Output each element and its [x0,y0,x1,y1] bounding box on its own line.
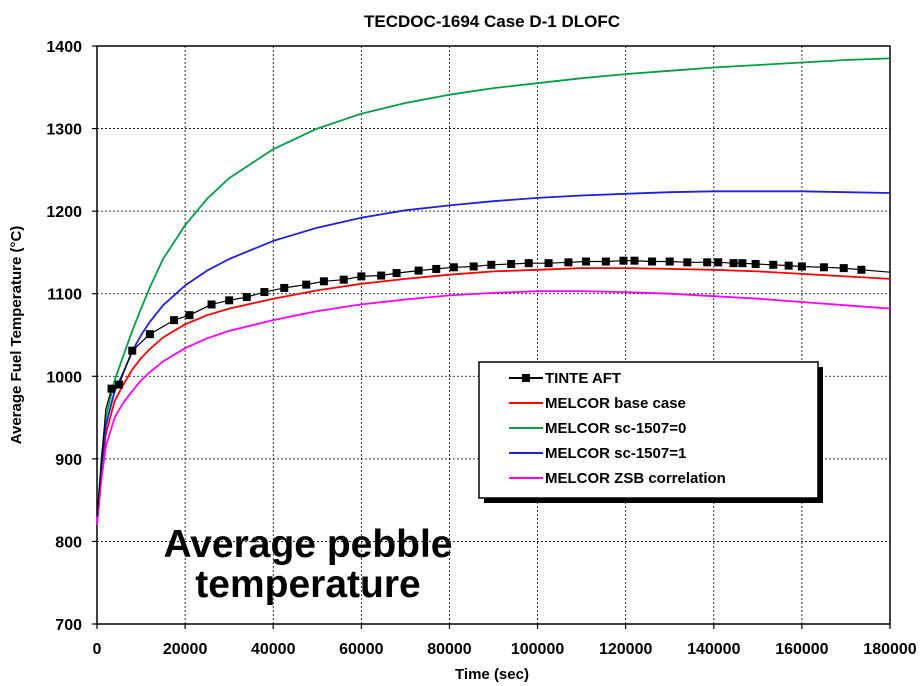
y-tick-label: 1300 [46,122,82,139]
data-point-marker [544,259,553,268]
annotation-line-1: Average pebble [164,523,453,566]
series-0 [96,256,891,517]
data-point-marker [414,266,423,275]
series-line [96,290,891,525]
y-tick-label: 1400 [46,39,82,56]
data-point-marker [564,258,573,267]
data-point-marker [601,257,610,266]
data-point-marker [648,257,657,266]
legend-label: MELCOR base case [545,395,686,412]
data-point-marker [280,283,289,292]
x-axis-label: Time (sec) [455,666,529,683]
y-tick-label: 900 [55,452,82,469]
data-point-marker [619,256,628,265]
data-point-marker [432,264,441,273]
data-point-marker [185,311,194,320]
data-point-marker [107,384,116,393]
legend-box [478,361,819,499]
x-tick-label: 0 [93,641,102,658]
x-tick-label: 120000 [599,641,652,658]
data-point-marker [751,259,760,268]
x-tick-label: 160000 [775,641,828,658]
y-axis: 700 800 900 1000 1100 1200 1300 1400 [46,39,97,634]
grid [97,46,890,624]
data-point-marker [819,263,828,272]
legend-label: MELCOR sc-1507=0 [545,420,686,437]
x-tick-label: 60000 [339,641,384,658]
data-point-marker [260,288,269,297]
data-point-marker [207,300,216,309]
data-point-marker [170,316,179,325]
legend-item: MELCOR ZSB correlation [509,470,726,487]
data-point-marker [115,380,124,389]
y-tick-label: 1000 [46,369,82,386]
legend-label: TINTE AFT [545,370,621,387]
plot-area [96,45,891,625]
data-point-marker [839,264,848,273]
x-axis: 0 20000 40000 60000 80000 100000 120000 140000 1… [93,624,917,658]
annotation-line-2: temperature [195,563,420,606]
legend-item: MELCOR base case [509,395,686,412]
data-point-marker [357,272,366,281]
data-point-marker [738,259,747,268]
data-point-marker [469,262,478,271]
data-point-marker [729,259,738,268]
y-tick-label: 1100 [47,287,82,304]
data-point-marker [797,262,806,271]
data-point-marker [225,296,234,305]
data-point-marker [145,330,154,339]
y-tick-label: 1200 [46,204,82,221]
series-4 [96,290,891,525]
data-point-marker [784,261,793,270]
x-tick-label: 80000 [427,641,472,658]
legend-item: MELCOR sc-1507=1 [509,445,686,462]
data-point-marker [524,259,533,268]
series-line [96,57,891,525]
data-point-marker [449,263,458,272]
data-point-marker [128,346,137,355]
series-line [96,267,891,525]
data-point-marker [302,280,311,289]
x-tick-label: 140000 [687,641,740,658]
legend-item: TINTE AFT [509,370,621,387]
legend-marker [522,374,530,382]
data-point-marker [714,258,723,267]
legend-label: MELCOR sc-1507=1 [545,445,686,462]
series-1 [96,267,891,525]
legend-label: MELCOR ZSB correlation [545,470,726,487]
data-point-marker [665,257,674,266]
data-point-marker [377,271,386,280]
data-point-marker [630,256,639,265]
data-point-marker [339,275,348,284]
data-point-marker [857,265,866,274]
data-point-marker [487,260,496,269]
series-layer [96,57,891,525]
y-axis-label: Average Fuel Temperature (°C) [8,226,25,445]
data-point-marker [703,258,712,267]
data-point-marker [242,293,251,302]
data-point-marker [683,258,692,267]
data-point-marker [769,260,778,269]
legend-item: MELCOR sc-1507=0 [509,420,686,437]
x-tick-label: 180000 [863,641,916,658]
x-tick-label: 40000 [251,641,296,658]
data-point-marker [392,269,401,278]
x-tick-label: 100000 [511,641,564,658]
annotation: Average pebble temperature [164,523,453,606]
y-tick-label: 800 [55,534,82,551]
legend: TINTE AFT MELCOR base case MELCOR sc-1507=… [478,361,823,503]
chart-title: TECDOC-1694 Case D-1 DLOFC [364,12,620,31]
x-tick-label: 20000 [163,641,208,658]
data-point-marker [582,257,591,266]
y-tick-label: 700 [55,617,82,634]
series-2 [96,57,891,525]
data-point-marker [507,259,516,268]
data-point-marker [319,277,328,286]
